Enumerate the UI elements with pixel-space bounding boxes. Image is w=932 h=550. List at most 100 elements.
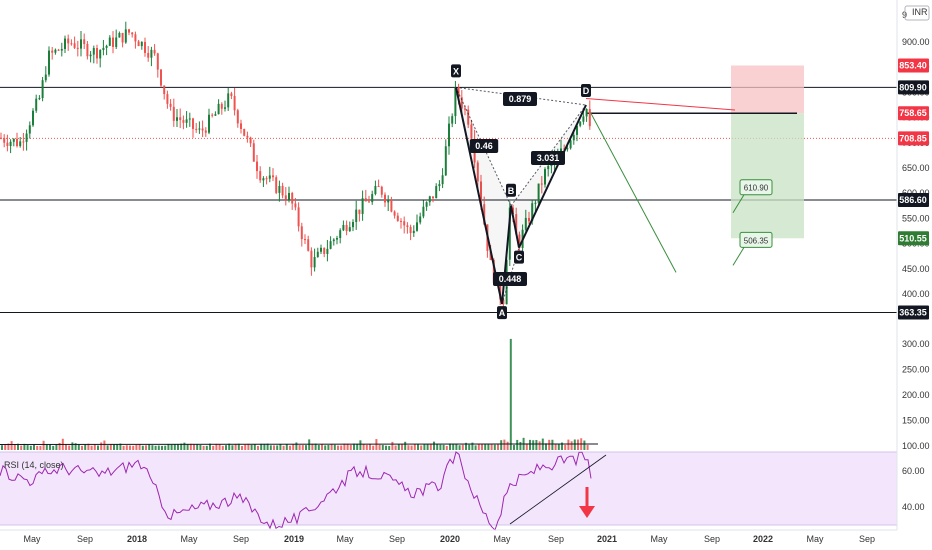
candle-body bbox=[192, 118, 194, 129]
candle-body bbox=[451, 116, 454, 124]
volume-bar bbox=[273, 445, 275, 450]
candle-body bbox=[92, 48, 95, 55]
rsi-trendline bbox=[509, 454, 607, 525]
candle-body bbox=[278, 185, 281, 193]
candle-body bbox=[489, 250, 492, 261]
volume-bar bbox=[29, 445, 32, 450]
volume-bar bbox=[554, 444, 557, 450]
volume-bar bbox=[442, 444, 445, 450]
candle-body bbox=[534, 202, 537, 204]
price-tag-0 bbox=[898, 58, 929, 73]
candle-body bbox=[86, 43, 89, 57]
candle-body bbox=[48, 50, 50, 75]
volume-bar bbox=[177, 444, 179, 450]
volume-bar bbox=[538, 441, 541, 450]
price-tag-text-5: 510.55 bbox=[899, 233, 927, 243]
candle-body bbox=[67, 38, 70, 44]
volume-bar bbox=[314, 443, 317, 450]
candle-body bbox=[230, 93, 233, 96]
currency-box bbox=[904, 5, 930, 21]
volume-bar bbox=[503, 439, 506, 450]
candle-body bbox=[569, 140, 572, 149]
candle-body bbox=[390, 200, 393, 212]
candle-body bbox=[204, 130, 207, 133]
volume-bar bbox=[516, 439, 519, 450]
candle-body bbox=[83, 39, 86, 44]
volume-bar bbox=[55, 444, 58, 450]
price-tick-10: 400.00 bbox=[902, 289, 930, 299]
candle-body bbox=[105, 45, 108, 48]
candle-body bbox=[259, 171, 262, 181]
candle-body bbox=[320, 247, 322, 252]
volume-tick-2: 200.00 bbox=[902, 390, 930, 400]
time-tick-13: Sep bbox=[704, 534, 720, 544]
candle-body bbox=[9, 141, 12, 146]
candle-body bbox=[307, 239, 310, 251]
candle-body bbox=[121, 33, 124, 43]
candle-body bbox=[233, 95, 236, 111]
candle-body bbox=[201, 128, 204, 131]
volume-bar bbox=[449, 443, 451, 450]
candle-body bbox=[348, 227, 351, 232]
volume-bar bbox=[461, 444, 464, 450]
volume-bar bbox=[68, 445, 71, 450]
candle-body bbox=[112, 37, 114, 47]
volume-bar bbox=[506, 441, 509, 450]
volume-bar bbox=[87, 443, 90, 450]
candle-body bbox=[585, 109, 588, 117]
volume-bar bbox=[465, 442, 467, 450]
volume-bar bbox=[282, 445, 285, 450]
volume-bar bbox=[225, 445, 227, 450]
volume-bar bbox=[52, 445, 55, 450]
candle-body bbox=[35, 98, 38, 111]
volume-bar bbox=[557, 444, 560, 450]
candle-body bbox=[163, 85, 166, 95]
volume-tick-3: 150.00 bbox=[902, 416, 930, 426]
candle-body bbox=[195, 128, 198, 130]
volume-bar bbox=[349, 444, 352, 450]
candle-body bbox=[409, 226, 412, 234]
candle-body bbox=[361, 198, 364, 214]
candle-body bbox=[6, 142, 9, 146]
volume-bar bbox=[394, 445, 397, 450]
volume-bar bbox=[186, 444, 189, 450]
candle-body bbox=[377, 186, 380, 188]
candle-body bbox=[387, 200, 390, 203]
candle-body bbox=[275, 177, 278, 193]
volume-bar bbox=[138, 444, 141, 450]
price-tag-text-6: 363.35 bbox=[899, 307, 927, 317]
candle-body bbox=[448, 123, 450, 147]
candle-body bbox=[355, 209, 358, 223]
time-tick-1: Sep bbox=[77, 534, 93, 544]
volume-bar bbox=[49, 444, 51, 450]
volume-bar bbox=[372, 445, 375, 450]
time-tick-15: May bbox=[806, 534, 824, 544]
candle-body bbox=[44, 74, 47, 81]
volume-bar bbox=[513, 444, 515, 450]
volume-bar bbox=[276, 445, 279, 450]
candle-body bbox=[396, 215, 399, 221]
candle-body bbox=[524, 217, 527, 230]
volume-bar bbox=[561, 442, 563, 450]
volume-bar bbox=[487, 443, 490, 450]
candle-body bbox=[368, 201, 370, 203]
rsi-title: RSI (14, close) bbox=[4, 460, 64, 470]
candle-body bbox=[220, 103, 223, 109]
volume-bar bbox=[151, 445, 154, 450]
candle-body bbox=[432, 196, 434, 199]
volume-bar bbox=[266, 443, 269, 450]
candle-body bbox=[476, 162, 479, 182]
candle-body bbox=[12, 138, 15, 142]
volume-bar bbox=[116, 444, 119, 450]
stop-zone bbox=[731, 65, 804, 114]
candle-body bbox=[169, 103, 172, 107]
leg-XA bbox=[455, 87, 503, 305]
candle-body bbox=[444, 146, 447, 176]
point-box-C bbox=[514, 250, 524, 264]
volume-bar bbox=[154, 445, 157, 450]
volume-bar bbox=[484, 444, 487, 450]
volume-bar bbox=[122, 445, 125, 450]
volume-bar bbox=[337, 445, 339, 450]
